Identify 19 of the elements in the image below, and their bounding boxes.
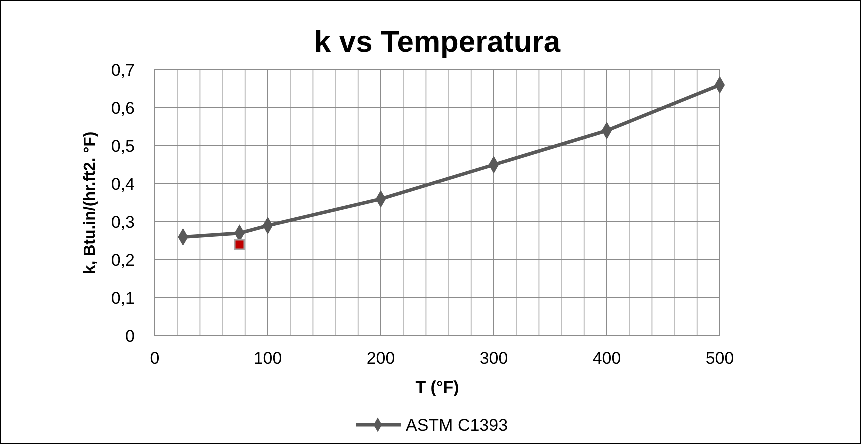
y-tick-label: 0,4 bbox=[111, 175, 135, 194]
x-tick-label: 100 bbox=[254, 349, 282, 368]
y-tick-label: 0,1 bbox=[111, 289, 135, 308]
chart-title: k vs Temperatura bbox=[314, 26, 561, 59]
x-tick-label: 0 bbox=[150, 349, 160, 368]
point bbox=[234, 239, 246, 250]
x-tick-label: 500 bbox=[706, 349, 734, 368]
y-tick-label: 0 bbox=[126, 327, 135, 346]
x-tick-label: 200 bbox=[366, 349, 396, 368]
y-tick-label: 0,6 bbox=[111, 99, 135, 118]
y-tick-label: 0,2 bbox=[111, 251, 135, 270]
y-tick-label: 0,7 bbox=[111, 61, 135, 80]
legend-label: ASTM C1393 bbox=[406, 416, 508, 435]
x-axis-title: T (°F) bbox=[416, 378, 460, 397]
x-tick-label: 300 bbox=[480, 349, 508, 368]
y-tick-label: 0,3 bbox=[111, 213, 135, 232]
y-tick-label: 0,5 bbox=[111, 137, 135, 156]
x-tick-label: 400 bbox=[592, 349, 622, 368]
y-axis-title: k, Btu.in/(hr.ft2. °F) bbox=[82, 132, 99, 274]
